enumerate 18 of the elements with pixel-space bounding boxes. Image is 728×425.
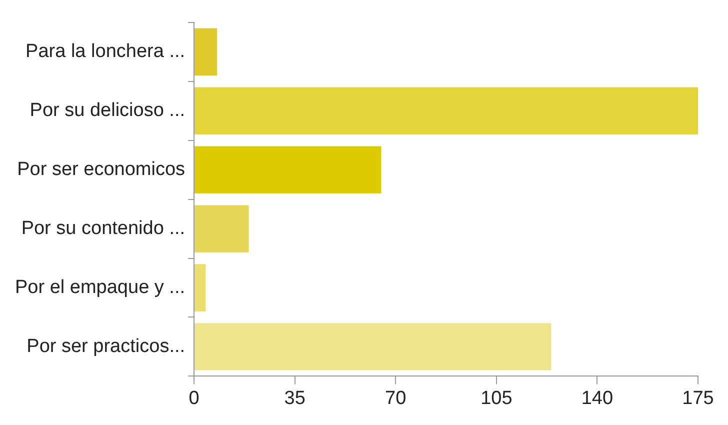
- y-tick-label: Para la lonchera ...: [26, 41, 186, 62]
- bar: [194, 146, 382, 194]
- x-tick-label: 0: [188, 388, 200, 409]
- bar: [194, 264, 206, 312]
- bar: [194, 87, 698, 134]
- x-tick-label: 175: [682, 388, 714, 409]
- x-tick-label: 140: [581, 388, 614, 409]
- x-tick-label: 35: [284, 388, 306, 409]
- y-tick-label: Por ser economicos: [17, 159, 186, 180]
- y-tick-label: Por su delicioso ...: [30, 100, 186, 122]
- bar: [194, 205, 249, 252]
- bar: [194, 323, 552, 370]
- y-tick-label: Por el empaque y ...: [14, 276, 186, 298]
- y-tick-label: Por su contenido ...: [21, 218, 186, 240]
- y-tick-label: Por ser practicos...: [26, 336, 186, 357]
- x-tick-label: 105: [480, 388, 512, 409]
- x-tick-label: 70: [385, 388, 406, 409]
- bar: [194, 28, 218, 76]
